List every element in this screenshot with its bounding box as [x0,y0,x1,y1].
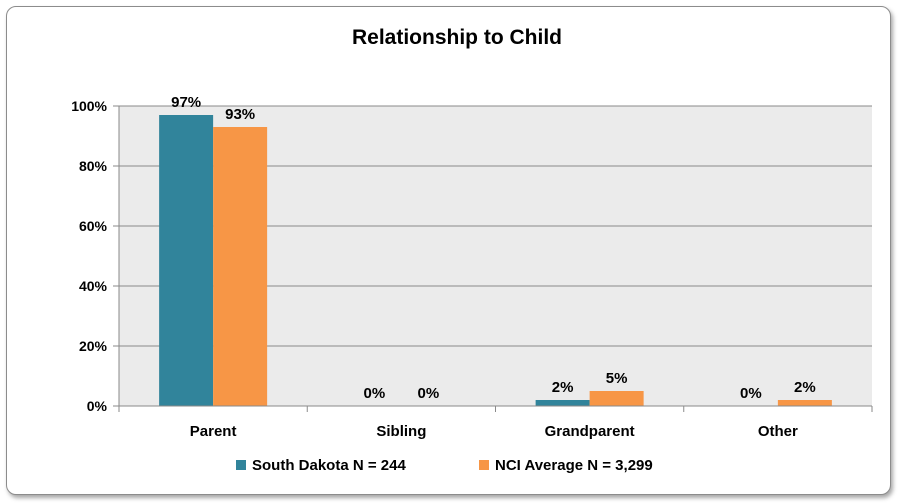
y-tick-label: 60% [79,218,108,234]
data-label: 97% [171,94,201,111]
y-tick-label: 0% [87,398,108,414]
bar-parent-series-1 [159,115,214,406]
x-category-label: Parent [190,423,237,440]
bar-grandparent-series-2 [589,391,644,406]
y-tick-label: 80% [79,158,108,174]
data-label: 0% [364,385,386,402]
chart-title: Relationship to Child [352,26,562,49]
y-tick-label: 20% [79,338,108,354]
legend-swatch [479,460,489,470]
bar-parent-series-2 [213,127,268,406]
x-category-label: Sibling [376,423,426,440]
y-axis: 0% 20% 40% 60% 80% 100% [71,98,120,414]
x-axis: Parent Sibling Grandparent Other [118,405,873,440]
data-label: 5% [606,370,628,387]
x-category-label: Grandparent [545,423,635,440]
data-label: 2% [552,379,574,396]
y-tick-label: 100% [71,98,107,114]
data-label: 0% [418,385,440,402]
bar-other-series-2 [777,400,832,406]
x-category-label: Other [758,423,798,440]
legend: South Dakota N = 244 NCI Average N = 3,29… [236,457,653,474]
bars: 97% 93% 0% 0% 2% 5% 0% 2% [159,94,832,406]
y-tick-label: 40% [79,278,108,294]
data-label: 2% [794,379,816,396]
data-label: 93% [225,106,255,123]
bar-grandparent-series-1 [535,400,590,406]
legend-label: NCI Average N = 3,299 [495,457,653,474]
legend-label: South Dakota N = 244 [252,457,406,474]
legend-swatch [236,460,246,470]
data-label: 0% [740,385,762,402]
